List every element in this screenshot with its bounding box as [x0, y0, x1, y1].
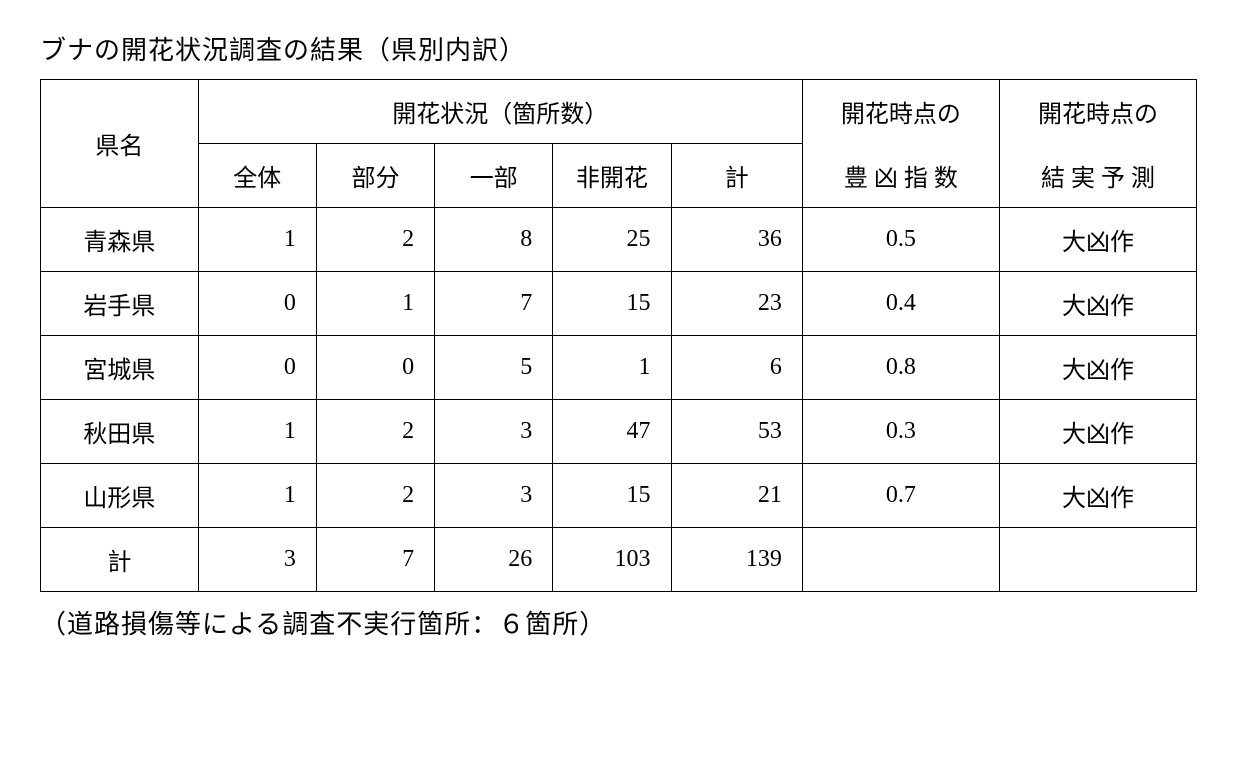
cell-forecast-total — [999, 528, 1196, 592]
table-row: 山形県 1 2 3 15 21 0.7 大凶作 — [41, 464, 1197, 528]
cell-some: 8 — [435, 208, 553, 272]
survey-table: 県名 開花状況（箇所数） 開花時点の 開花時点の 全体 部分 一部 非開花 計 … — [40, 79, 1197, 592]
cell-index-total — [802, 528, 999, 592]
header-forecast-2: 結 実 予 測 — [999, 144, 1196, 208]
cell-partial-total: 7 — [316, 528, 434, 592]
cell-forecast: 大凶作 — [999, 336, 1196, 400]
cell-none: 25 — [553, 208, 671, 272]
cell-some: 3 — [435, 400, 553, 464]
cell-total-total: 139 — [671, 528, 802, 592]
cell-index: 0.8 — [802, 336, 999, 400]
cell-index: 0.7 — [802, 464, 999, 528]
cell-name: 山形県 — [41, 464, 199, 528]
header-row-2: 全体 部分 一部 非開花 計 豊 凶 指 数 結 実 予 測 — [41, 144, 1197, 208]
cell-name-total: 計 — [41, 528, 199, 592]
table-row-total: 計 3 7 26 103 139 — [41, 528, 1197, 592]
cell-partial: 1 — [316, 272, 434, 336]
header-partial: 部分 — [316, 144, 434, 208]
cell-forecast: 大凶作 — [999, 464, 1196, 528]
header-row-1: 県名 開花状況（箇所数） 開花時点の 開花時点の — [41, 80, 1197, 144]
header-full: 全体 — [198, 144, 316, 208]
cell-some: 3 — [435, 464, 553, 528]
page-title: ブナの開花状況調査の結果（県別内訳） — [40, 30, 1197, 67]
header-some: 一部 — [435, 144, 553, 208]
header-prefecture: 県名 — [41, 80, 199, 208]
cell-name: 宮城県 — [41, 336, 199, 400]
cell-total: 21 — [671, 464, 802, 528]
cell-partial: 2 — [316, 208, 434, 272]
cell-total: 53 — [671, 400, 802, 464]
cell-total: 6 — [671, 336, 802, 400]
cell-total: 36 — [671, 208, 802, 272]
cell-forecast: 大凶作 — [999, 208, 1196, 272]
table-row: 宮城県 0 0 5 1 6 0.8 大凶作 — [41, 336, 1197, 400]
cell-some-total: 26 — [435, 528, 553, 592]
cell-name: 岩手県 — [41, 272, 199, 336]
cell-some: 7 — [435, 272, 553, 336]
cell-total: 23 — [671, 272, 802, 336]
cell-name: 秋田県 — [41, 400, 199, 464]
cell-index: 0.3 — [802, 400, 999, 464]
cell-none: 15 — [553, 464, 671, 528]
cell-name: 青森県 — [41, 208, 199, 272]
header-none: 非開花 — [553, 144, 671, 208]
cell-partial: 0 — [316, 336, 434, 400]
cell-none: 47 — [553, 400, 671, 464]
cell-partial: 2 — [316, 400, 434, 464]
cell-forecast: 大凶作 — [999, 400, 1196, 464]
cell-forecast: 大凶作 — [999, 272, 1196, 336]
cell-full: 1 — [198, 464, 316, 528]
footnote: （道路損傷等による調査不実行箇所：６箇所） — [40, 604, 1197, 641]
cell-full-total: 3 — [198, 528, 316, 592]
cell-none-total: 103 — [553, 528, 671, 592]
table-row: 秋田県 1 2 3 47 53 0.3 大凶作 — [41, 400, 1197, 464]
cell-some: 5 — [435, 336, 553, 400]
cell-none: 1 — [553, 336, 671, 400]
cell-partial: 2 — [316, 464, 434, 528]
header-forecast-1: 開花時点の — [999, 80, 1196, 144]
header-flowering: 開花状況（箇所数） — [198, 80, 802, 144]
cell-index: 0.5 — [802, 208, 999, 272]
cell-full: 1 — [198, 400, 316, 464]
table-row: 岩手県 0 1 7 15 23 0.4 大凶作 — [41, 272, 1197, 336]
header-total: 計 — [671, 144, 802, 208]
header-index-1: 開花時点の — [802, 80, 999, 144]
cell-full: 0 — [198, 336, 316, 400]
header-index-2: 豊 凶 指 数 — [802, 144, 999, 208]
cell-index: 0.4 — [802, 272, 999, 336]
cell-full: 0 — [198, 272, 316, 336]
cell-none: 15 — [553, 272, 671, 336]
cell-full: 1 — [198, 208, 316, 272]
table-row: 青森県 1 2 8 25 36 0.5 大凶作 — [41, 208, 1197, 272]
